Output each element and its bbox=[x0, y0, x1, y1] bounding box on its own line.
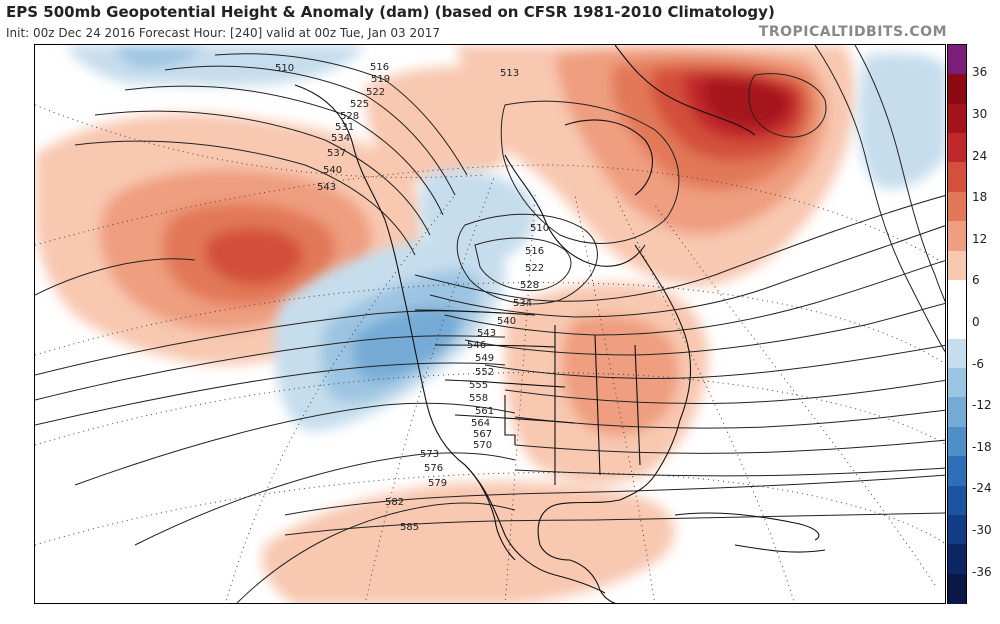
contour-label: 522 bbox=[366, 87, 385, 98]
contour-label: 510 bbox=[275, 63, 294, 74]
colorbar-tick-label: -24 bbox=[972, 481, 992, 496]
colorbar-swatch bbox=[948, 279, 966, 310]
colorbar-tick-label: -30 bbox=[972, 523, 992, 538]
colorbar-tick-label: -6 bbox=[972, 356, 984, 371]
colorbar-tick-label: 6 bbox=[972, 273, 980, 288]
colorbar-tick-label: 36 bbox=[972, 65, 988, 80]
colorbar-tick-label: 12 bbox=[972, 231, 988, 246]
colorbar-swatch bbox=[948, 250, 966, 281]
colorbar-swatch bbox=[948, 221, 966, 252]
contour-label: 579 bbox=[428, 478, 447, 489]
contour-label: 513 bbox=[500, 68, 519, 79]
contour-labels: 510 516 519 522 525 528 531 534 537 540 … bbox=[275, 62, 549, 533]
contour-label: 540 bbox=[497, 316, 516, 327]
contour-label: 519 bbox=[371, 74, 390, 85]
colorbar-swatch bbox=[948, 368, 966, 399]
contour-label: 561 bbox=[475, 406, 494, 417]
graticule bbox=[35, 104, 945, 603]
contour-label: 537 bbox=[327, 148, 346, 159]
contour-label: 567 bbox=[473, 429, 492, 440]
colorbar-swatch bbox=[948, 397, 966, 428]
contour-label: 585 bbox=[400, 522, 419, 533]
colorbar-tick-label: -36 bbox=[972, 564, 992, 579]
contour-label: 510 bbox=[530, 223, 549, 234]
contour-label: 543 bbox=[477, 328, 496, 339]
colorbar-tick-label: 0 bbox=[972, 315, 980, 329]
colorbar-swatch bbox=[948, 426, 966, 457]
contour-label: 543 bbox=[317, 182, 336, 193]
contour-label: 540 bbox=[323, 165, 342, 176]
contour-label: 558 bbox=[469, 393, 488, 404]
contour-label: 528 bbox=[340, 111, 359, 122]
colorbar-swatch bbox=[948, 514, 966, 545]
map-title: EPS 500mb Geopotential Height & Anomaly … bbox=[6, 3, 775, 21]
contour-label: 534 bbox=[513, 298, 532, 309]
colorbar-swatch bbox=[948, 133, 966, 164]
map-subtitle: Init: 00z Dec 24 2016 Forecast Hour: [24… bbox=[6, 26, 440, 40]
contour-label: 531 bbox=[335, 122, 354, 133]
contour-label: 576 bbox=[424, 463, 443, 474]
colorbar-tick-label: 18 bbox=[972, 190, 988, 205]
colorbar-swatch bbox=[948, 573, 966, 604]
colorbar-swatch bbox=[948, 191, 966, 222]
contour-label: 552 bbox=[475, 367, 494, 378]
colorbar-swatch bbox=[948, 544, 966, 575]
height-contours bbox=[35, 45, 945, 603]
contour-label: 564 bbox=[471, 418, 490, 429]
contour-label: 534 bbox=[331, 133, 350, 144]
colorbar-swatch bbox=[948, 74, 966, 105]
coastlines bbox=[294, 45, 826, 603]
map-panel: 510 516 519 522 525 528 531 534 537 540 … bbox=[34, 44, 946, 604]
contour-label: 516 bbox=[525, 246, 544, 257]
colorbar-swatch bbox=[948, 45, 966, 75]
contour-label: 570 bbox=[473, 440, 492, 451]
colorbar-swatch bbox=[948, 162, 966, 193]
colorbar-swatch bbox=[948, 309, 966, 340]
contour-label: 522 bbox=[525, 263, 544, 274]
anomaly-colorbar bbox=[947, 44, 967, 604]
colorbar-swatch bbox=[948, 338, 966, 369]
contour-label: 555 bbox=[469, 380, 488, 391]
contour-label: 546 bbox=[467, 340, 486, 351]
colorbar-tick-label: -12 bbox=[972, 398, 992, 413]
contour-label: 582 bbox=[385, 497, 404, 508]
contour-label: 549 bbox=[475, 353, 494, 364]
colorbar-tick-label: 24 bbox=[972, 148, 988, 163]
colorbar-tick-label: -18 bbox=[972, 439, 992, 454]
contour-label: 528 bbox=[520, 280, 539, 291]
colorbar-swatch bbox=[948, 456, 966, 487]
contour-label: 516 bbox=[370, 62, 389, 73]
contour-label: 573 bbox=[420, 449, 439, 460]
colorbar-swatch bbox=[948, 103, 966, 134]
anomaly-map: 510 516 519 522 525 528 531 534 537 540 … bbox=[35, 45, 945, 603]
positive-anomaly-layer bbox=[35, 45, 856, 603]
contour-label: 525 bbox=[350, 99, 369, 110]
site-brand: TROPICALTIDBITS.COM bbox=[758, 24, 947, 40]
colorbar-swatch bbox=[948, 485, 966, 516]
colorbar-tick-label: 30 bbox=[972, 106, 988, 121]
